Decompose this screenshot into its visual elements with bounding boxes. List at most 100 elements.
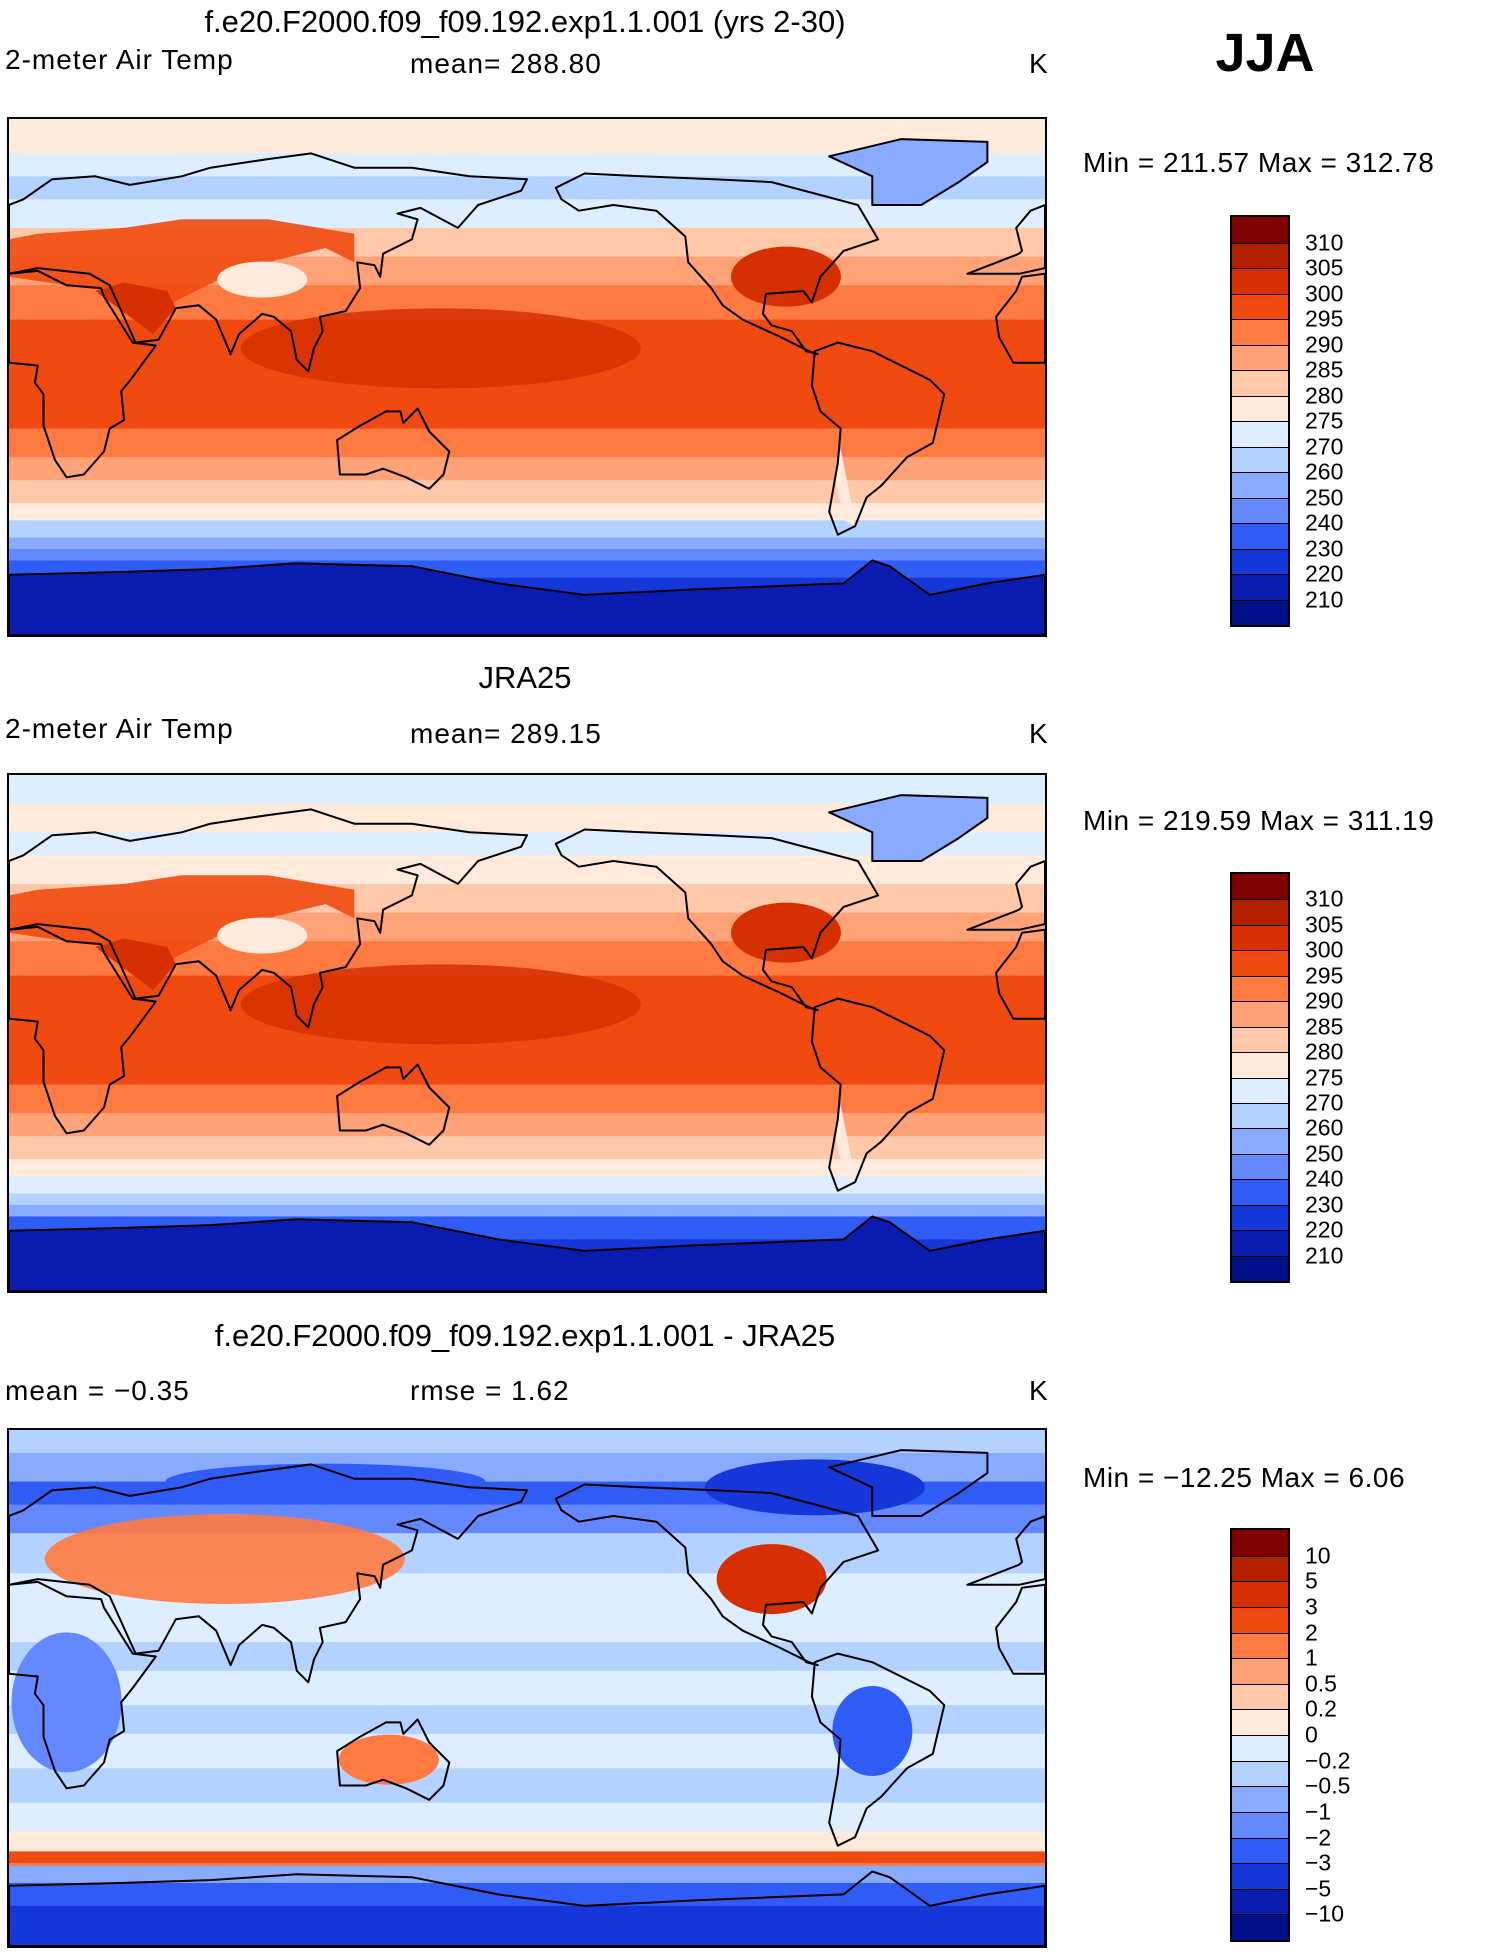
map-band <box>9 1802 1045 1832</box>
southern-ocean-warm <box>9 1851 1045 1863</box>
colorbar-swatch <box>1232 421 1288 447</box>
colorbar-swatch <box>1232 344 1288 370</box>
aus-warm-bias <box>338 1734 439 1785</box>
colorbar-tick-label: 220 <box>1305 1216 1344 1243</box>
hot-arabia <box>95 282 176 334</box>
minmax-label: Min = −12.25 Max = 6.06 <box>1083 1462 1406 1493</box>
colorbar-swatch <box>1232 1735 1288 1761</box>
map-band <box>9 1113 1045 1137</box>
minmax-label: Min = 211.57 Max = 312.78 <box>1083 147 1435 178</box>
colorbar-swatch <box>1232 1606 1288 1633</box>
map-band <box>9 1905 1045 1946</box>
coastline-greenland <box>828 1449 989 1517</box>
colorbar-swatch <box>1232 395 1288 421</box>
antarctic-ice <box>9 560 1045 635</box>
colorbar-tick-label: 1 <box>1305 1644 1318 1671</box>
colorbar-swatch <box>1232 975 1288 1002</box>
colorbar-tick-label: 310 <box>1305 885 1344 912</box>
difference-map <box>9 1430 1045 1946</box>
map-band <box>9 775 1045 805</box>
coastline-greenland <box>828 138 989 206</box>
temperature-map <box>9 119 1045 635</box>
units-label: K <box>1029 718 1049 749</box>
colorbar-swatch <box>1232 1179 1288 1205</box>
colorbar-swatch <box>1232 217 1288 243</box>
colorbar-swatch <box>1232 1153 1288 1180</box>
colorbar-swatch <box>1232 1128 1288 1154</box>
colorbar-tick-label: 295 <box>1305 962 1344 989</box>
colorbar-swatch <box>1232 1052 1288 1078</box>
colorbar <box>1230 215 1290 627</box>
warm-pool <box>240 308 641 389</box>
coastline-australia <box>336 1718 451 1801</box>
variable-label: 2-meter Air Temp <box>5 713 234 744</box>
coastline-namerica <box>554 1483 880 1667</box>
colorbar-swatch <box>1232 1837 1288 1864</box>
season-label: JJA <box>1215 23 1315 83</box>
colorbar-swatch <box>1232 548 1288 574</box>
colorbar-swatch <box>1232 1709 1288 1735</box>
colorbar-swatch <box>1232 1914 1288 1940</box>
colorbar-swatch <box>1232 1026 1288 1053</box>
colorbar-tick-label: −1 <box>1305 1798 1332 1825</box>
andes-cold <box>834 448 856 527</box>
colorbar-swatch <box>1232 1658 1288 1684</box>
colorbar-swatch <box>1232 242 1288 268</box>
map-band <box>9 1865 1045 1884</box>
colorbar-tick-label: −0.2 <box>1305 1747 1351 1774</box>
colorbar <box>1230 1528 1290 1942</box>
map-band <box>9 520 1045 539</box>
africa-cold-bias <box>11 1632 122 1773</box>
colorbar-tick-label: 10 <box>1305 1542 1331 1569</box>
colorbar-tick-label: −10 <box>1305 1900 1345 1927</box>
coastline-antarctica <box>9 1215 1045 1291</box>
colorbar-tick-label: 285 <box>1305 356 1344 383</box>
colorbar-tick-label: −3 <box>1305 1849 1332 1876</box>
coastline-namerica <box>554 828 880 1012</box>
colorbar-tick-label: 260 <box>1305 458 1344 485</box>
map-band <box>9 480 1045 504</box>
map-band <box>9 503 1045 521</box>
coastline-africa <box>9 1580 157 1790</box>
colorbar-swatch <box>1232 1001 1288 1027</box>
colorbar-tick-label: 280 <box>1305 1038 1344 1065</box>
hot-arabia <box>95 938 176 990</box>
map-band <box>9 1136 1045 1160</box>
colorbar-swatch <box>1232 1786 1288 1812</box>
colorbar-swatch <box>1232 1204 1288 1231</box>
colorbar-tick-label: 240 <box>1305 509 1344 536</box>
colorbar-tick-label: 275 <box>1305 407 1344 434</box>
colorbar-tick-label: 285 <box>1305 1013 1344 1040</box>
colorbar-tick-label: 250 <box>1305 484 1344 510</box>
colorbar-tick-label: 5 <box>1305 1567 1318 1594</box>
colorbar-swatch <box>1232 1683 1288 1710</box>
coastline-namerica <box>554 172 880 356</box>
colorbar-swatch <box>1232 1102 1288 1129</box>
andes-cold <box>834 1104 856 1183</box>
coastline-samerica <box>810 1652 946 1847</box>
na-warm <box>731 902 841 963</box>
colorbar-swatch <box>1232 370 1288 396</box>
coastline-samerica <box>810 341 946 536</box>
colorbar-swatch <box>1232 319 1288 345</box>
colorbar-tick-label: −5 <box>1305 1875 1332 1902</box>
panel-title: f.e20.F2000.f09_f09.192.exp1.1.001 - JRA… <box>214 1318 836 1353</box>
colorbar-tick-label: 3 <box>1305 1593 1318 1620</box>
colorbar-tick-label: 290 <box>1305 331 1344 357</box>
colorbar-swatch <box>1232 1555 1288 1582</box>
colorbar-tick-label: 305 <box>1305 254 1344 281</box>
colorbar-tick-label: 275 <box>1305 1064 1344 1090</box>
colorbar-tick-label: 305 <box>1305 911 1344 938</box>
panel-title: JRA25 <box>478 660 572 695</box>
colorbar-tick-label: 210 <box>1305 1242 1344 1269</box>
colorbar-swatch <box>1232 924 1288 951</box>
map-band <box>9 832 1045 856</box>
na-warm-bias <box>716 1544 827 1615</box>
colorbar-swatch <box>1232 1530 1288 1556</box>
colorbar-swatch <box>1232 1632 1288 1659</box>
sa-cold-bias <box>832 1686 913 1776</box>
minmax-label: Min = 219.59 Max = 311.19 <box>1083 805 1435 836</box>
colorbar-tick-label: 240 <box>1305 1165 1344 1192</box>
tibet-cold <box>217 261 308 298</box>
map-obs <box>7 773 1047 1293</box>
